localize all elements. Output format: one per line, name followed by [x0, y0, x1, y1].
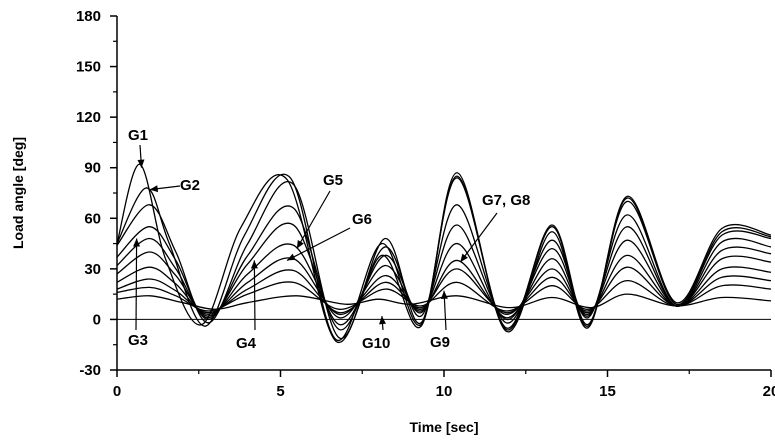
annotation-label: G7, G8: [482, 192, 530, 209]
y-tick-label: 150: [76, 59, 101, 76]
y-tick-label: -30: [79, 362, 101, 379]
x-tick-label: 15: [599, 383, 616, 400]
annotation-arrowhead: [250, 260, 258, 269]
annotation-label: G5: [323, 172, 343, 189]
annotation-arrow: [459, 212, 498, 263]
y-tick-label: 120: [76, 109, 101, 126]
annotation-arrowhead: [460, 253, 468, 263]
series-line-5: [116, 222, 772, 326]
axis-ticks: 0 5 10 15 20 -30 0 30 60 90 120 150 180: [76, 8, 775, 400]
y-tick-label: 90: [84, 160, 101, 177]
y-axis-title: Load angle [deg]: [10, 137, 26, 249]
y-tick-label: 180: [76, 8, 101, 25]
annotation-arrow: [286, 227, 351, 261]
series-line-8: [116, 266, 772, 314]
series-group: [116, 163, 772, 344]
y-tick-label: 60: [84, 210, 101, 227]
annotation-arrowhead: [296, 239, 304, 249]
x-tick-label: 5: [276, 383, 284, 400]
annotation-arrowhead: [149, 185, 159, 193]
annotation-arrowhead: [137, 159, 145, 168]
annotation-label: G6: [352, 211, 372, 228]
annotation-arrowhead: [287, 253, 296, 261]
x-tick-label: 10: [436, 383, 453, 400]
annotation-arrow: [296, 190, 331, 249]
annotation-label: G9: [430, 334, 450, 351]
annotation-arrowhead: [440, 290, 448, 299]
x-tick-label: 0: [113, 383, 121, 400]
x-tick-label: 20: [763, 383, 775, 400]
annotation-label: G3: [128, 332, 148, 349]
annotation-arrow: [253, 260, 256, 331]
series-line-4: [116, 204, 772, 331]
annotation-arrowhead: [379, 316, 387, 325]
annotation-arrowhead: [133, 238, 141, 247]
annotation-label: G1: [128, 127, 148, 144]
series-line-6: [116, 239, 772, 319]
y-tick-label: 0: [93, 311, 101, 328]
series-line-10: [116, 293, 772, 310]
x-axis-title: Time [sec]: [410, 419, 479, 435]
annotation-label: G2: [180, 177, 200, 194]
annotation-label: G10: [362, 335, 390, 352]
annotation-label: G4: [236, 335, 257, 352]
series-line-9: [116, 280, 772, 312]
annotations: G1 G2 G3 G4 G5 G6 G7, G8 G9 G10: [128, 127, 530, 352]
annotation-arrow: [135, 238, 138, 331]
y-tick-label: 30: [84, 261, 101, 278]
